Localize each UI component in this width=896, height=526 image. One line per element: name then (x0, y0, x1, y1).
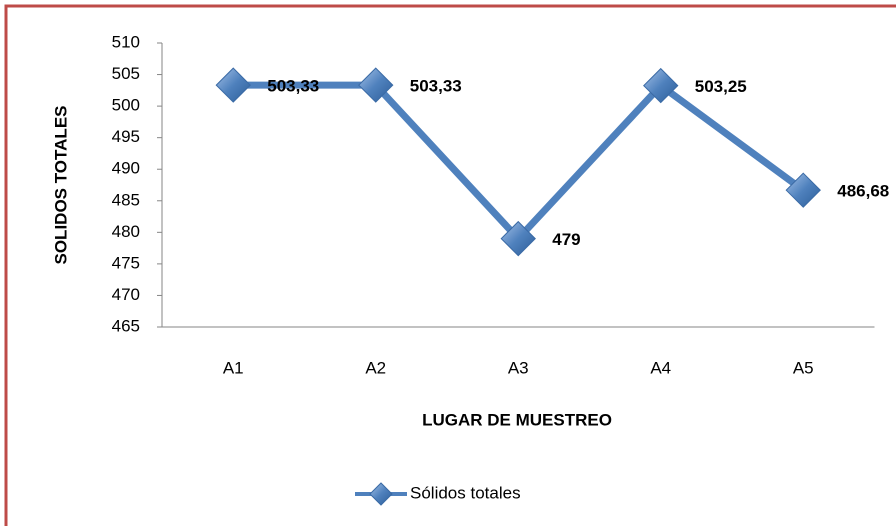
y-axis-title: SOLIDOS TOTALES (51, 106, 70, 265)
x-tick-label: A3 (508, 358, 529, 377)
x-tick-label: A5 (793, 358, 814, 377)
data-point (215, 67, 251, 103)
legend-marker (369, 482, 393, 506)
data-point (785, 172, 821, 208)
y-tick-label: 475 (112, 253, 140, 272)
y-tick-label: 495 (112, 127, 140, 146)
legend-label: Sólidos totales (410, 483, 521, 502)
data-point (643, 67, 679, 104)
y-tick-label: 485 (112, 190, 140, 209)
y-tick-label: 470 (112, 285, 140, 304)
data-point (358, 67, 394, 103)
data-point (500, 220, 536, 257)
data-label: 503,33 (267, 77, 319, 96)
data-label: 503,33 (410, 77, 462, 96)
y-tick-label: 480 (112, 222, 140, 241)
y-tick-label: 465 (112, 316, 140, 335)
x-tick-label: A1 (223, 358, 244, 377)
data-label: 479 (552, 230, 580, 249)
x-tick-label: A2 (365, 358, 386, 377)
y-tick-label: 505 (112, 64, 140, 83)
data-label: 486,68 (837, 182, 889, 201)
y-tick-label: 500 (112, 96, 140, 115)
y-tick-label: 490 (112, 159, 140, 178)
y-tick-label: 510 (112, 32, 140, 51)
x-axis-title: LUGAR DE MUESTREO (422, 410, 612, 429)
chart-frame (4, 4, 896, 526)
x-tick-label: A4 (650, 358, 671, 377)
series-line (233, 81, 806, 243)
data-label: 503,25 (695, 77, 747, 96)
